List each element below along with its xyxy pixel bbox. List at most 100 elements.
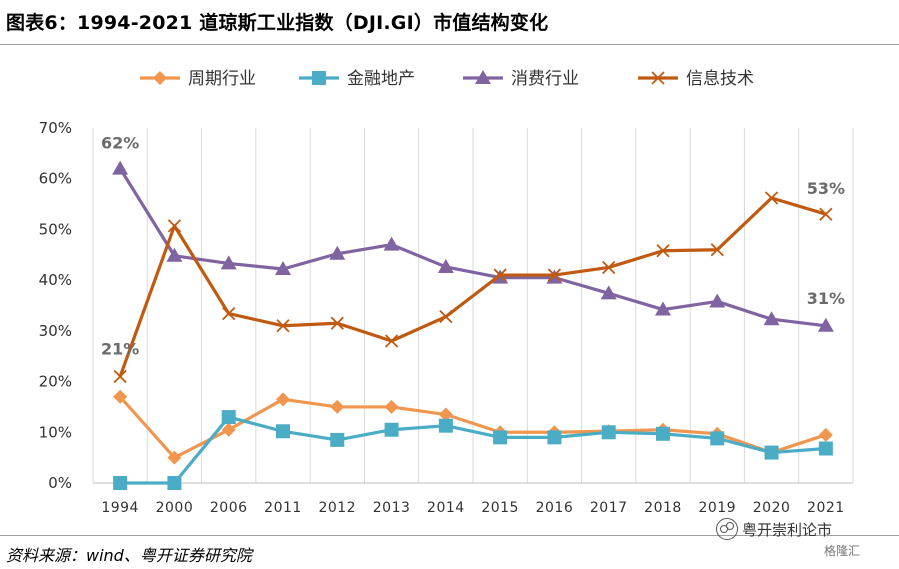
y-tick-label: 20% (39, 373, 72, 391)
data-point (602, 260, 616, 275)
data-point (113, 389, 128, 404)
x-tick-label: 1994 (101, 500, 139, 516)
x-tick-label: 2000 (156, 500, 194, 516)
data-label: 21% (101, 340, 139, 359)
data-point (384, 399, 399, 414)
data-point (312, 71, 326, 85)
data-point (656, 244, 670, 258)
data-point (439, 310, 453, 324)
wechat-icon (716, 518, 738, 540)
data-point (276, 424, 290, 439)
x-tick-label: 2006 (210, 500, 248, 516)
legend-label: 金融地产 (347, 69, 415, 89)
series-line (118, 167, 827, 328)
data-point (818, 427, 833, 442)
data-point (384, 422, 399, 437)
source-note: 资料来源：wind、粤开证券研究院 (6, 546, 252, 565)
data-point (437, 258, 454, 273)
series-line (118, 395, 827, 460)
chart-grid (92, 128, 854, 484)
watermark: 粤开崇利论市 (716, 518, 832, 540)
data-point (819, 207, 833, 221)
data-point (709, 293, 726, 308)
footer-divider (0, 535, 899, 536)
x-tick-label: 2021 (807, 500, 845, 516)
data-point (384, 334, 399, 348)
data-point (166, 247, 183, 262)
data-point (276, 392, 290, 407)
data-point (817, 317, 834, 332)
y-tick-label: 0% (48, 474, 72, 492)
data-point (220, 255, 237, 270)
x-tick-label: 2012 (318, 500, 356, 516)
x-tick-label: 2020 (753, 500, 791, 516)
chart-legend: 周期行业 金融地产 消费行业 信息技术 (140, 69, 754, 89)
data-point (221, 422, 236, 437)
data-point (383, 236, 400, 251)
data-point (221, 410, 236, 425)
legend-label: 周期行业 (188, 69, 256, 89)
series-line (118, 196, 827, 378)
chart-annotations: 62% 21% 53% 31% (101, 134, 845, 359)
legend-label: 信息技术 (686, 69, 754, 89)
data-point (493, 430, 508, 445)
data-point (330, 316, 344, 330)
legend-item: 金融地产 (299, 69, 415, 89)
data-point (710, 431, 725, 446)
watermark-secondary: 格隆汇 (824, 544, 861, 558)
y-tick-label: 50% (39, 220, 72, 238)
data-point (818, 441, 833, 456)
page-title: 图表6：1994-2021 道琼斯工业指数（DJI.GI）市值结构变化 (6, 12, 549, 34)
data-point (167, 219, 182, 233)
data-point (153, 71, 167, 85)
data-point (710, 243, 724, 257)
series-line (120, 415, 826, 485)
y-tick-label: 10% (39, 423, 72, 441)
x-tick-label: 2011 (264, 500, 302, 516)
y-tick-label: 60% (39, 170, 72, 188)
series-x (113, 191, 833, 384)
title-divider (0, 44, 899, 45)
legend-label: 消费行业 (511, 69, 579, 89)
x-tick-label: 2014 (427, 500, 465, 516)
data-point (600, 285, 617, 300)
data-point (113, 476, 128, 490)
legend-item: 信息技术 (638, 69, 754, 89)
data-point (601, 425, 616, 440)
x-tick-label: 2015 (481, 500, 519, 516)
y-tick-label: 30% (39, 322, 72, 340)
x-axis-ticks: 1994 2000 2006 2011 2012 2013 2014 2015 2016 2017… (101, 500, 844, 516)
data-point (656, 426, 670, 441)
x-tick-label: 2017 (590, 500, 628, 516)
data-point (651, 71, 665, 85)
data-point (438, 407, 453, 422)
y-tick-label: 70% (39, 119, 72, 137)
data-point (330, 432, 345, 447)
data-point (764, 445, 779, 460)
line-chart: 周期行业 金融地产 消费行业 信息技术 0% 10% 20% 30% 40% 50% 60% 70%… (39, 69, 854, 516)
legend-item: 消费行业 (463, 69, 579, 89)
data-point (112, 160, 129, 175)
data-label: 31% (807, 289, 845, 308)
data-point (655, 301, 671, 316)
data-point (547, 430, 562, 445)
data-point (275, 260, 291, 275)
series-square (113, 410, 833, 490)
data-point (113, 369, 127, 384)
data-point (438, 418, 453, 433)
data-label: 62% (101, 134, 139, 153)
data-point (222, 306, 236, 321)
data-point (475, 70, 491, 84)
y-axis-ticks: 0% 10% 20% 30% 40% 50% 60% 70% (39, 119, 72, 492)
data-point (167, 476, 182, 490)
data-label: 53% (807, 179, 845, 198)
legend-item: 周期行业 (140, 69, 256, 89)
data-point (330, 399, 345, 414)
data-point (276, 319, 290, 333)
data-point (493, 268, 507, 282)
x-tick-label: 2013 (373, 500, 411, 516)
data-point (764, 191, 779, 205)
watermark-text: 粤开崇利论市 (742, 521, 833, 539)
data-point (763, 311, 780, 326)
x-tick-label: 2016 (536, 500, 574, 516)
